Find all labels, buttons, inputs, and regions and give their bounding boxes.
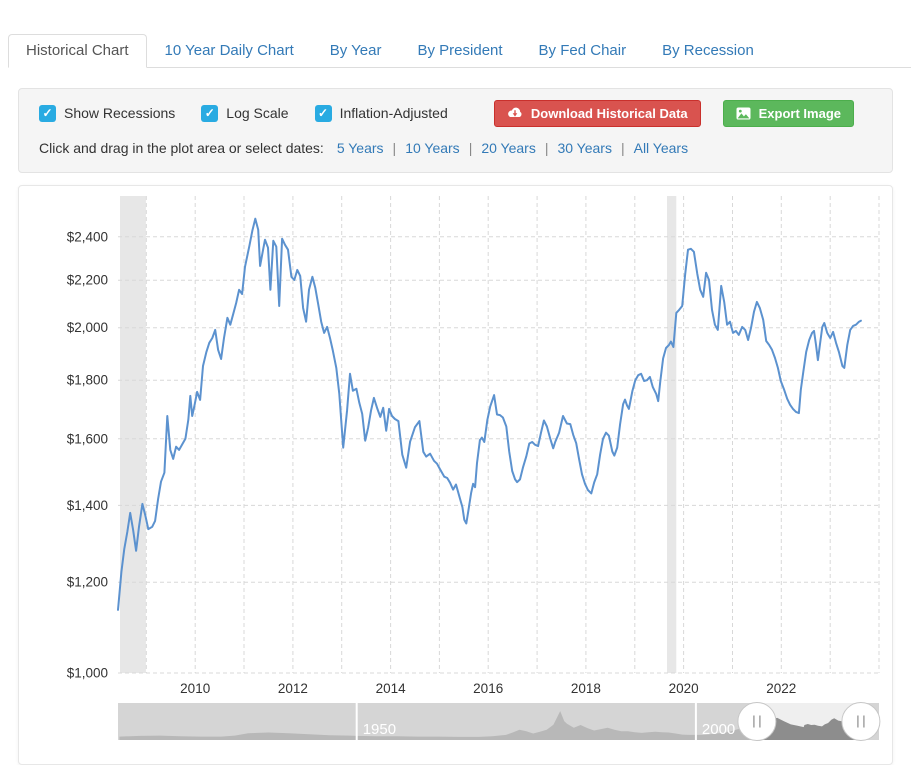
checkbox-inflation-adjusted[interactable]: Inflation-Adjusted — [314, 104, 448, 122]
price-line — [117, 217, 862, 611]
tab-bar: Historical Chart 10 Year Daily Chart By … — [8, 34, 911, 68]
checkbox-show-recessions[interactable]: Show Recessions — [39, 104, 176, 122]
date-range-prompt: Click and drag in the plot area or selec… — [39, 140, 324, 156]
separator: | — [544, 140, 549, 156]
checkbox-checked-icon — [39, 104, 56, 122]
button-label: Export Image — [758, 105, 841, 121]
range-link-5-years[interactable]: 5 Years — [336, 140, 384, 156]
x-axis-label: 2014 — [376, 681, 407, 696]
x-axis-label: 2010 — [180, 681, 210, 696]
chart-controls-panel: Show Recessions Log Scale Inflation-Adju… — [18, 88, 893, 173]
y-axis-label: $2,400 — [67, 229, 108, 244]
separator: | — [392, 140, 397, 156]
x-axis-label: 2022 — [766, 681, 796, 696]
y-axis-label: $1,400 — [67, 498, 108, 513]
recession-band — [120, 196, 146, 673]
range-link-10-years[interactable]: 10 Years — [405, 140, 460, 156]
download-historical-data-button[interactable]: Download Historical Data — [493, 99, 701, 127]
cloud-download-icon — [507, 107, 523, 119]
tab-10-year-daily-chart[interactable]: 10 Year Daily Chart — [164, 42, 294, 59]
y-axis-label: $2,000 — [67, 320, 108, 335]
range-link-20-years[interactable]: 20 Years — [481, 140, 536, 156]
navigator-area — [119, 711, 757, 740]
tab-by-year[interactable]: By Year — [329, 42, 382, 59]
controls-row: Show Recessions Log Scale Inflation-Adju… — [39, 99, 872, 127]
tab-by-fed-chair[interactable]: By Fed Chair — [538, 42, 627, 59]
checkbox-label: Log Scale — [226, 105, 289, 121]
button-group: Download Historical Data Export Image — [493, 99, 872, 127]
y-axis-label: $1,000 — [67, 666, 108, 681]
date-range-row: Click and drag in the plot area or selec… — [39, 140, 872, 156]
tab-by-president[interactable]: By President — [417, 42, 503, 59]
checkbox-label: Show Recessions — [64, 105, 176, 121]
x-axis-label: 2018 — [571, 681, 601, 696]
y-axis-label: $1,600 — [67, 431, 108, 446]
range-link-all-years[interactable]: All Years — [633, 140, 689, 156]
navigator-decade-label: 2000 — [702, 721, 735, 738]
x-axis-label: 2016 — [473, 681, 503, 696]
checkbox-checked-icon — [314, 104, 332, 122]
export-image-button[interactable]: Export Image — [722, 99, 854, 127]
recession-band — [667, 196, 677, 673]
range-link-30-years[interactable]: 30 Years — [557, 140, 612, 156]
y-axis-label: $1,800 — [67, 373, 108, 388]
y-axis-label: $2,200 — [67, 273, 108, 288]
navigator-decade-label: 1950 — [363, 721, 396, 738]
image-icon — [736, 107, 751, 120]
button-label: Download Historical Data — [530, 105, 688, 121]
x-axis-label: 2020 — [669, 681, 699, 696]
checkbox-label: Inflation-Adjusted — [339, 105, 448, 121]
navigator-handle[interactable] — [841, 702, 881, 741]
y-axis-label: $1,200 — [67, 575, 108, 590]
separator: | — [620, 140, 625, 156]
tab-historical-chart[interactable]: Historical Chart — [8, 34, 147, 68]
x-axis-label: 2012 — [278, 681, 308, 696]
navigator-handle[interactable] — [737, 702, 777, 741]
navigator-area-selected — [756, 716, 861, 740]
checkbox-checked-icon — [201, 104, 219, 122]
separator: | — [468, 140, 473, 156]
tab-by-recession[interactable]: By Recession — [662, 42, 754, 59]
checkbox-log-scale[interactable]: Log Scale — [201, 104, 289, 122]
